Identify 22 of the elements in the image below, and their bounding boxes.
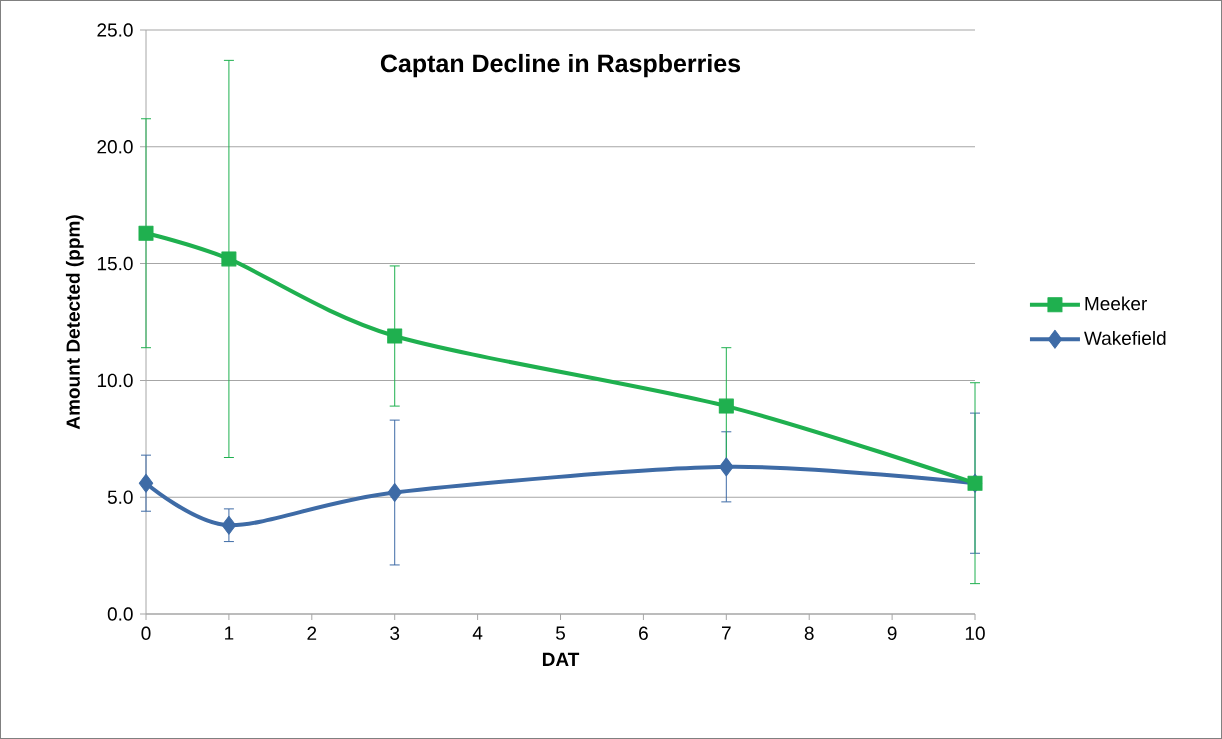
x-tick-label: 8 xyxy=(804,626,814,640)
x-tick-label: 6 xyxy=(639,626,648,640)
y-tick-label: 0.0 xyxy=(107,607,133,621)
x-tick-label: 3 xyxy=(390,626,400,640)
x-axis-title: DAT xyxy=(542,652,580,666)
x-tick-label: 0 xyxy=(141,626,151,640)
x-tick-label: 4 xyxy=(472,626,483,640)
y-axis-title: Amount Detected (ppm) xyxy=(65,215,84,430)
x-tick-label: 1 xyxy=(225,626,234,640)
y-tick-label: 15.0 xyxy=(97,256,133,271)
y-tick-label: 25.0 xyxy=(97,23,133,37)
y-tick-label: 5.0 xyxy=(107,490,133,504)
x-tick-label: 7 xyxy=(722,626,731,640)
y-tick-label: 10.0 xyxy=(97,373,133,388)
legend-label: Meeker xyxy=(1085,296,1147,311)
x-tick-label: 5 xyxy=(555,626,565,640)
legend-label: Wakefield xyxy=(1084,330,1166,345)
x-tick-label: 9 xyxy=(887,626,897,640)
x-tick-label: 2 xyxy=(307,626,317,640)
x-tick-label: 10 xyxy=(965,626,985,640)
y-tick-label: 20.0 xyxy=(97,140,133,154)
text: Captan Decline in Raspberries xyxy=(380,53,741,78)
